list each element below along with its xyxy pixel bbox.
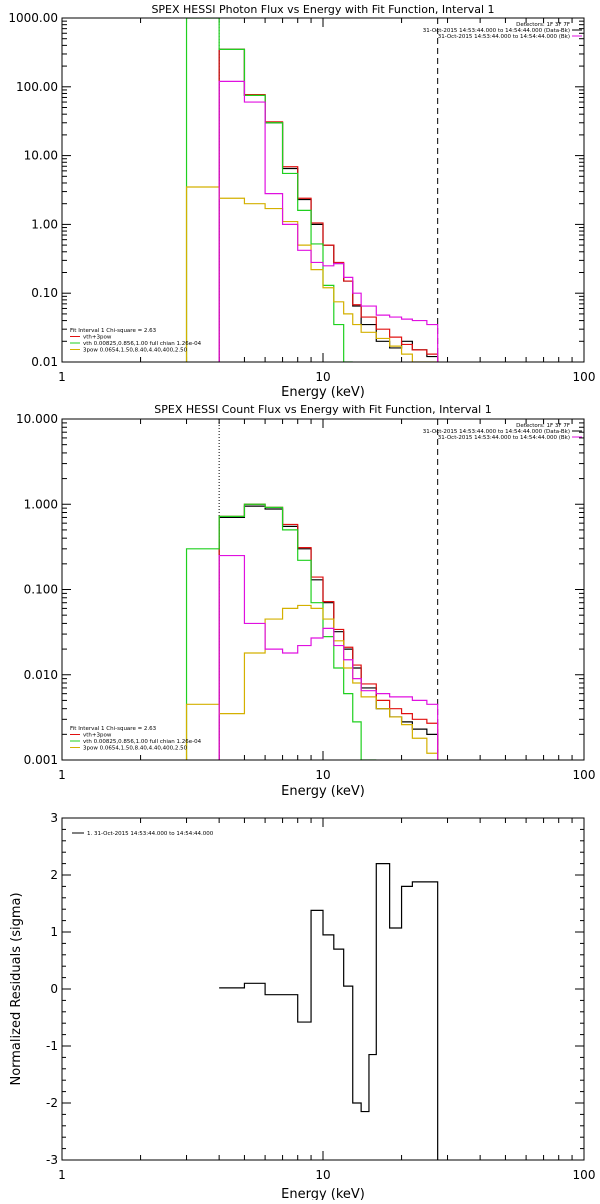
plot-frame bbox=[61, 418, 585, 761]
x-axis-label: Energy (keV) bbox=[281, 1187, 365, 1200]
y-tick-label: 1.000 bbox=[24, 497, 58, 511]
x-tick-label: 1 bbox=[58, 1168, 66, 1182]
x-tick-label: 10 bbox=[315, 1168, 330, 1182]
series-group bbox=[219, 863, 439, 1160]
series-vth+3pow bbox=[218, 48, 439, 362]
legend-bottom-entry: Fit Interval 1 Chi-square = 2.63 bbox=[70, 328, 157, 334]
y-tick-label: 1.00 bbox=[31, 217, 58, 231]
y-tick-label: 2 bbox=[50, 868, 58, 882]
y-tick-label: 100.00 bbox=[16, 80, 58, 94]
y-axis-label: Normalized Residuals (sigma) bbox=[9, 892, 24, 1085]
x-tick-label: 100 bbox=[573, 1168, 596, 1182]
chart-title: SPEX HESSI Photon Flux vs Energy with Fi… bbox=[151, 3, 494, 16]
series-3pow bbox=[185, 604, 439, 760]
series-data bbox=[218, 48, 439, 362]
y-tick-label: 10.000 bbox=[16, 412, 58, 426]
series-Bk bbox=[218, 80, 439, 362]
legend-bottom-entry: Fit Interval 1 Chi-square = 2.63 bbox=[70, 726, 157, 732]
y-tick-label: 3 bbox=[50, 811, 58, 825]
legend-bottom-entry: 3pow 0.0654,1.50,8.40,4.40,400,2.50 bbox=[83, 348, 188, 354]
x-tick-label: 10 bbox=[315, 370, 330, 384]
legend-top-entry: Detectors: 1F 3F 7F bbox=[516, 423, 570, 429]
series-data bbox=[218, 505, 439, 760]
x-tick-label: 100 bbox=[573, 370, 596, 384]
y-tick-label: 10.00 bbox=[24, 149, 58, 163]
legend-top-entry: 31-Oct-2015 14:53:44.000 to 14:54:44.000… bbox=[423, 28, 570, 34]
y-tick-label: -3 bbox=[46, 1153, 58, 1167]
legend-bottom-entry: vth+3pow bbox=[83, 335, 112, 341]
legend-bottom-entry: vth 0.00825,0.856,1.00 full chian 1.26e-… bbox=[83, 341, 202, 347]
y-tick-label: 0.100 bbox=[24, 583, 58, 597]
legend-bottom-entry: 3pow 0.0654,1.50,8.40,4.40,400,2.50 bbox=[83, 746, 188, 752]
y-tick-label: -1 bbox=[46, 1039, 58, 1053]
chart-panel-3: 1 10 100 -3 -2 -1 0 1 2 3 Energy (keV) Normalized R… bbox=[9, 811, 596, 1202]
x-axis-label: Energy (keV) bbox=[281, 784, 365, 799]
series-group bbox=[185, 503, 439, 760]
legend-entry: 1. 31-Oct-2015 14:53:44.000 to 14:54:44.… bbox=[87, 831, 214, 837]
legend-top-entry: 31-Oct-2015 14:53:44.000 to 14:54:44.000… bbox=[423, 429, 570, 435]
legend-bottom-entry: vth+3pow bbox=[83, 733, 112, 739]
series-vth bbox=[185, 503, 377, 760]
legend-top-entry: 31-Oct-2015 14:53:44.000 to 14:54:44.000… bbox=[438, 435, 570, 441]
y-tick-label: 1000.00 bbox=[8, 11, 58, 25]
series-3pow bbox=[185, 186, 438, 362]
x-tick-label: 1 bbox=[58, 370, 66, 384]
x-axis-label: Energy (keV) bbox=[281, 385, 365, 400]
chart-panel-1: SPEX HESSI Photon Flux vs Energy with Fi… bbox=[8, 3, 595, 400]
legend-top-entry: Detectors: 1F 3F 7F bbox=[516, 22, 570, 28]
x-tick-label: 10 bbox=[315, 768, 330, 782]
y-tick-label: 0.10 bbox=[31, 286, 58, 300]
legend-top-entry: 31-Oct-2015 14:53:44.000 to 14:54:44.000… bbox=[438, 34, 570, 40]
series-Bk bbox=[218, 554, 439, 760]
series-group bbox=[185, 18, 439, 362]
chart-title: SPEX HESSI Count Flux vs Energy with Fit… bbox=[154, 403, 491, 416]
series-vth bbox=[185, 18, 353, 362]
plot-frame bbox=[61, 17, 585, 363]
plot-frame bbox=[61, 817, 585, 1161]
series-residuals bbox=[219, 863, 439, 1160]
legend-bottom-entry: vth 0.00825,0.856,1.00 full chian 1.26e-… bbox=[83, 739, 202, 745]
x-tick-label: 100 bbox=[573, 768, 596, 782]
y-tick-label: 1 bbox=[50, 925, 58, 939]
y-tick-label: 0.001 bbox=[24, 753, 58, 767]
x-tick-label: 1 bbox=[58, 768, 66, 782]
chart-panel-2: SPEX HESSI Count Flux vs Energy with Fit… bbox=[16, 403, 595, 799]
y-tick-label: 0.010 bbox=[24, 668, 58, 682]
y-tick-label: -2 bbox=[46, 1096, 58, 1110]
y-tick-label: 0.01 bbox=[31, 355, 58, 369]
y-tick-label: 0 bbox=[50, 982, 58, 996]
